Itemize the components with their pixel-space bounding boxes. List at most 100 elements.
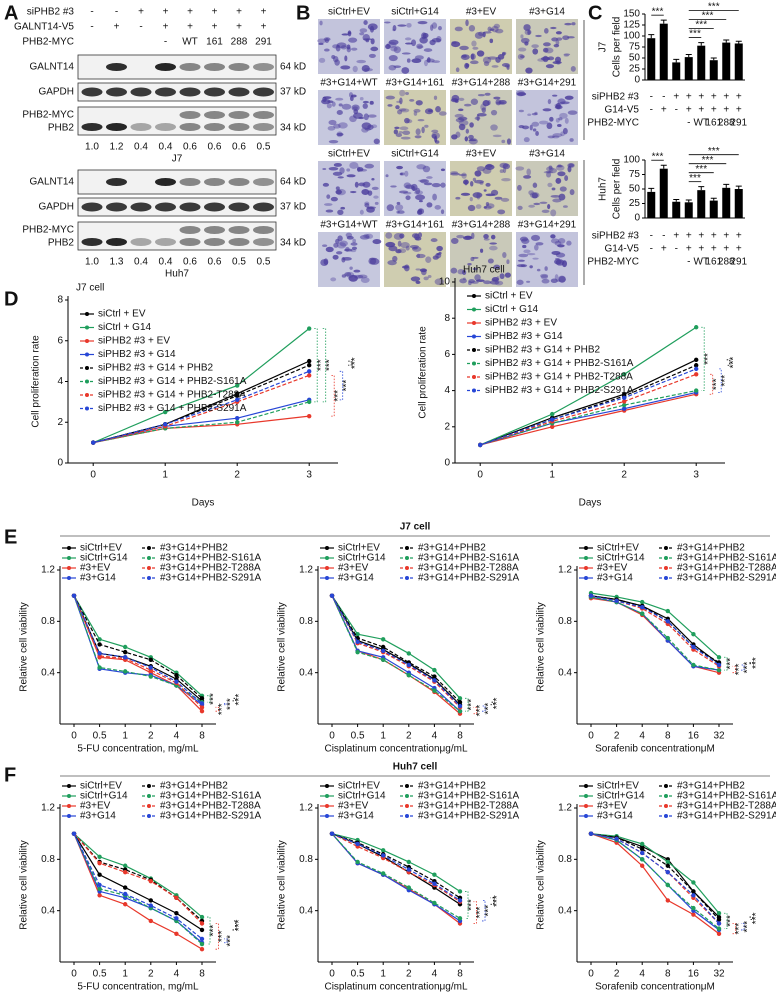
blot-band <box>204 111 225 119</box>
stained-cell <box>551 37 559 42</box>
quantification: 0.5 <box>232 257 246 268</box>
blot-row-label: PHB2-MYC <box>22 225 74 236</box>
stained-cell <box>324 38 330 44</box>
significance-label: *** <box>350 357 361 369</box>
stained-cell <box>430 238 438 243</box>
legend-label: #3+G14+PHB2-S291A <box>677 573 776 584</box>
data-point <box>199 927 205 933</box>
legend-label: #3+G14+PHB2-T288A <box>418 563 519 574</box>
legend-label: siPHB2 #3 + G14 <box>485 331 563 342</box>
stained-cell <box>417 232 423 238</box>
series-line <box>93 401 310 444</box>
series-line <box>331 595 461 708</box>
series-line <box>590 833 720 935</box>
stained-cell <box>352 238 356 244</box>
data-point <box>199 914 205 920</box>
stained-cell <box>458 108 464 112</box>
x-tick-label: 2 <box>148 731 154 742</box>
data-point <box>148 665 153 670</box>
stained-cell <box>477 93 485 97</box>
x-tick-label: 0 <box>90 470 96 481</box>
stained-cell <box>333 162 342 167</box>
stained-cell <box>518 47 527 52</box>
stained-cell <box>409 98 415 102</box>
stained-cell <box>459 45 469 51</box>
stained-cell <box>489 38 494 44</box>
stained-cell <box>566 240 572 246</box>
data-point <box>123 902 128 907</box>
data-point <box>174 911 179 916</box>
data-point <box>235 393 240 398</box>
error-bar <box>685 199 692 203</box>
stained-cell <box>341 256 346 263</box>
stained-cell <box>491 25 499 33</box>
x-tick-label: 4 <box>432 969 438 980</box>
stained-cell <box>547 182 553 188</box>
condition-value: - <box>650 244 653 255</box>
data-point <box>694 363 699 368</box>
image-label: #3+G14 <box>529 7 565 18</box>
x-tick-label: 2 <box>234 470 240 481</box>
data-point <box>691 905 696 911</box>
significance-bracket <box>718 368 722 393</box>
condition-value: 288 <box>718 257 735 268</box>
significance-bracket <box>724 656 728 671</box>
stained-cell <box>497 209 506 215</box>
stained-cell <box>484 92 491 96</box>
stained-cell <box>551 135 560 139</box>
stained-cell <box>523 24 531 31</box>
y-tick-label: 25 <box>629 198 641 209</box>
data-point <box>640 857 645 862</box>
stained-cell <box>476 279 485 282</box>
stained-cell <box>487 258 494 264</box>
data-point <box>235 415 240 421</box>
stained-cell <box>349 115 357 123</box>
significance-label: *** <box>702 155 714 166</box>
condition-value: + <box>711 231 717 242</box>
blot-band <box>130 202 152 212</box>
y-tick-label: 8 <box>444 313 450 324</box>
legend-label: siCtrl + G14 <box>98 322 152 333</box>
series-line <box>331 595 461 706</box>
y-axis-title: Cells per field <box>612 159 623 220</box>
x-tick-label: 2 <box>621 470 627 481</box>
data-point <box>694 366 699 372</box>
x-tick-label: 8 <box>457 731 463 742</box>
data-point <box>694 325 699 330</box>
stained-cell <box>422 165 431 173</box>
legend-marker <box>147 556 151 560</box>
stained-cell <box>335 238 340 244</box>
stained-cell <box>527 29 531 35</box>
stained-cell <box>413 111 418 116</box>
panel-letter: B <box>296 2 310 24</box>
stained-cell <box>335 186 340 191</box>
stained-cell <box>485 193 496 197</box>
stained-cell <box>423 182 433 186</box>
condition-value: - <box>662 92 665 103</box>
legend-label: #3+EV <box>80 801 111 812</box>
bar <box>722 42 731 80</box>
bar <box>734 43 743 80</box>
significance-bracket <box>732 923 736 935</box>
data-point <box>97 860 102 866</box>
stained-cell <box>395 204 404 211</box>
significance-bracket <box>701 326 705 391</box>
data-point <box>640 850 645 856</box>
stained-cell <box>434 135 438 143</box>
stained-cell <box>414 135 422 139</box>
significance-bracket <box>339 370 344 401</box>
x-tick-label: 0 <box>477 470 483 481</box>
stained-cell <box>440 209 445 215</box>
legend-label: #3+G14+PHB2-T288A <box>418 801 519 812</box>
x-tick-label: 4 <box>639 969 645 980</box>
y-tick-label: 6 <box>444 349 450 360</box>
quantification: 0.4 <box>159 142 173 153</box>
stained-cell <box>417 21 428 25</box>
image-label: #3+G14+161 <box>386 78 445 89</box>
legend-marker <box>325 546 329 550</box>
stained-cell <box>547 135 555 139</box>
series-line <box>93 374 310 444</box>
series-line <box>73 595 203 699</box>
x-tick-label: 1 <box>122 731 128 742</box>
stained-cell <box>524 41 529 46</box>
